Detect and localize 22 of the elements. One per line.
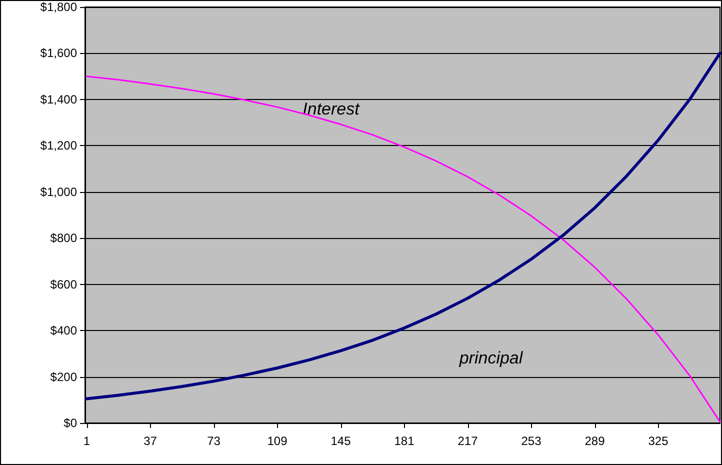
x-tick-label: 289 xyxy=(584,434,606,448)
x-tick-label: 37 xyxy=(144,434,158,448)
x-tick-label: 181 xyxy=(394,434,415,448)
x-tick-label: 1 xyxy=(83,434,90,448)
y-tick-label: $1,200 xyxy=(40,138,78,153)
x-tick-label: 109 xyxy=(267,434,288,448)
x-tick-label: 73 xyxy=(207,434,221,448)
x-tick-label: 253 xyxy=(521,434,542,448)
y-tick-label: $1,600 xyxy=(40,46,78,60)
x-tick-label: 217 xyxy=(458,434,478,448)
y-tick-label: $400 xyxy=(50,324,78,338)
y-tick-label: $600 xyxy=(50,277,78,292)
annotation: Interest xyxy=(302,100,361,118)
y-tick-label: $1,000 xyxy=(40,184,78,199)
annotation: principal xyxy=(458,348,524,368)
y-tick-label: $1,800 xyxy=(40,0,78,14)
y-tick-label: $200 xyxy=(50,370,78,384)
y-tick-label: $1,400 xyxy=(40,92,78,106)
x-tick-label: 145 xyxy=(330,434,352,448)
x-tick-label: 325 xyxy=(648,434,669,448)
y-tick-label: $0 xyxy=(64,416,78,430)
y-tick-label: $800 xyxy=(50,231,78,246)
